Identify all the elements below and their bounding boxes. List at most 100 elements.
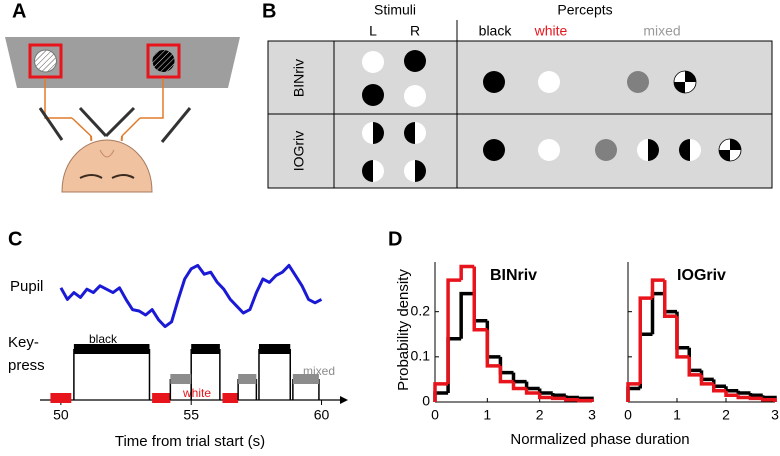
histogram-bin <box>736 395 751 400</box>
eye-label: L <box>369 23 377 39</box>
panel-letter: D <box>388 228 402 250</box>
y-tick-label: 0 <box>422 393 430 409</box>
pupil-trace <box>59 263 323 329</box>
histogram-bin <box>663 293 677 314</box>
x-tick-label: 1 <box>483 407 491 423</box>
x-tick-label: 50 <box>53 407 69 423</box>
disk <box>627 71 649 93</box>
stimuli-table: Stimuli L R Percepts BINriv IOGriv <box>267 2 773 189</box>
histogram-bin <box>712 383 726 393</box>
stimulus-frame <box>146 43 181 79</box>
keypress-interval <box>50 393 72 403</box>
x-tick-label: 2 <box>722 407 730 423</box>
disk <box>362 84 384 106</box>
keypress-interval <box>222 393 239 403</box>
percept-label: mixed <box>643 23 680 39</box>
histogram-bin <box>638 296 653 384</box>
stimulus <box>152 50 175 72</box>
screen <box>5 37 240 88</box>
histogram-bin <box>748 396 763 401</box>
keypress-interval <box>292 374 319 384</box>
disk <box>538 139 560 161</box>
histogram-bin <box>511 381 527 391</box>
histogram-bin <box>433 391 449 402</box>
histogram-bin <box>687 356 702 377</box>
histogram-bin <box>663 280 677 318</box>
half-disk <box>404 122 415 144</box>
histogram-bin <box>446 278 462 384</box>
x-tick-label: 55 <box>183 407 199 423</box>
panel-letter: C <box>8 228 22 250</box>
x-tick-label: 60 <box>314 407 330 423</box>
histogram-bin <box>446 337 462 393</box>
histogram-bin <box>699 370 714 382</box>
quadrant <box>674 82 685 93</box>
half-disk <box>679 139 690 161</box>
keypress-interval <box>258 344 291 354</box>
histogram-bin <box>675 316 690 359</box>
half-disk <box>362 160 373 182</box>
disk <box>404 85 426 107</box>
x-tick-label: 3 <box>588 407 596 423</box>
quadrant <box>730 139 741 150</box>
histogram-bin <box>459 291 475 339</box>
shared-x-axis-label: Normalized phase duration <box>510 431 689 448</box>
keypress-interval <box>238 374 257 384</box>
histogram-bin <box>459 264 475 281</box>
keypress-state-label: white <box>182 386 211 400</box>
stimulus-frame <box>28 43 63 79</box>
stimuli-header: Stimuli <box>374 2 416 18</box>
x-tick-label: 0 <box>431 407 439 423</box>
x-axis-label: Time from trial start (s) <box>115 433 265 450</box>
histogram-bin <box>626 386 641 402</box>
x-tick-label: 0 <box>624 407 632 423</box>
histogram-bin <box>724 390 739 397</box>
row-label: BINriv <box>291 59 307 97</box>
histogram-bin <box>748 392 763 397</box>
percept-label: black <box>479 23 513 39</box>
histogram-bin <box>537 392 553 400</box>
axis-arrow <box>340 396 348 404</box>
histogram-bin <box>699 374 714 386</box>
histogram-bin <box>650 291 665 335</box>
histogram-bin <box>472 266 488 332</box>
disk <box>404 50 426 72</box>
histogram-bin <box>724 386 739 393</box>
histogram-bin <box>524 381 540 391</box>
histogram-bin <box>712 379 726 388</box>
keypress-interval <box>152 393 171 403</box>
x-tick-label: 3 <box>771 407 779 423</box>
keypress-interval <box>191 344 220 354</box>
disk <box>362 51 384 73</box>
disk <box>483 139 505 161</box>
histogram-bin <box>736 390 751 395</box>
histogram-bin <box>551 392 566 397</box>
histogram-bin <box>626 382 641 402</box>
histogram-bin <box>551 396 566 401</box>
histogram-bin <box>761 397 777 402</box>
histogram-bin <box>564 397 579 402</box>
chart-title: IOGriv <box>677 267 726 284</box>
eye-label: R <box>410 23 420 39</box>
stereoscope-illustration <box>5 37 240 193</box>
histogram-bin <box>687 347 702 373</box>
keypress-label: press <box>8 357 45 374</box>
light-paths <box>44 78 164 137</box>
histogram-bin <box>498 365 514 384</box>
x-tick-label: 1 <box>673 407 681 423</box>
head <box>61 139 153 193</box>
x-tick-label: 2 <box>536 407 544 423</box>
quadrant <box>685 71 696 82</box>
histogram-bin <box>498 356 514 375</box>
panel-letter: A <box>12 0 26 22</box>
keypress-state-label: mixed <box>303 364 335 378</box>
stimulus <box>34 49 57 73</box>
panel-letter: B <box>262 0 276 22</box>
histogram-bin <box>485 329 501 368</box>
percept-label: white <box>534 23 568 39</box>
half-disk <box>373 122 384 144</box>
half-disk <box>648 139 659 161</box>
histogram-bin <box>537 388 553 395</box>
keypress-interval <box>170 374 192 384</box>
